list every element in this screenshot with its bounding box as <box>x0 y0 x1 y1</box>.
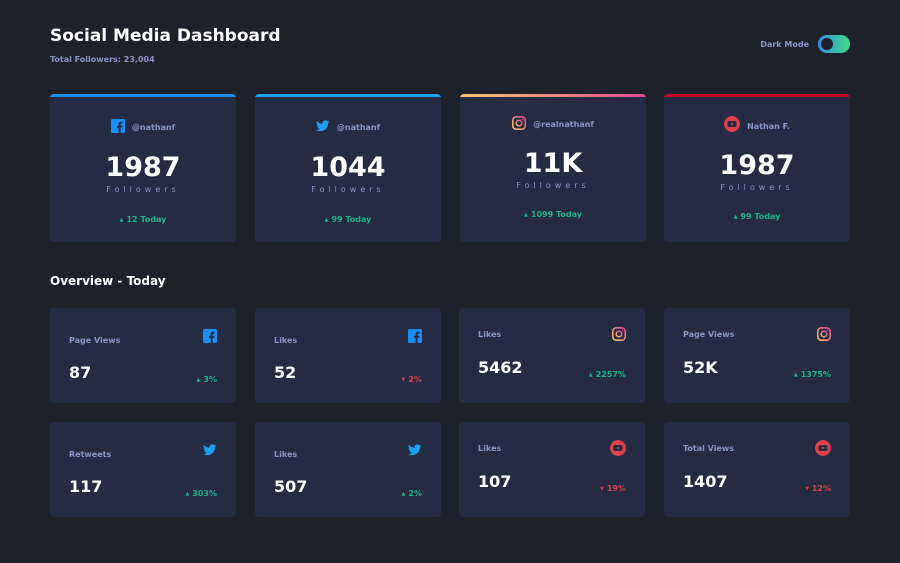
card-top-bar <box>255 94 441 97</box>
card-top-bar <box>460 94 646 97</box>
twitter-icon <box>408 442 422 461</box>
dashboard-header: Social Media Dashboard Total Followers: … <box>50 26 281 64</box>
overview-card-twitter-retweets[interactable]: Retweets 117 ▲ 303% <box>50 422 236 517</box>
metric-value: 5462 <box>478 358 523 377</box>
youtube-icon <box>724 116 741 136</box>
youtube-icon <box>815 440 831 460</box>
follower-count: 11K <box>523 148 583 179</box>
metric-value: 117 <box>69 477 103 496</box>
metric-label: Likes <box>274 450 298 459</box>
followers-label: Followers <box>311 185 385 194</box>
overview-card-instagram-page-views[interactable]: Page Views 52K ▲ 1375% <box>664 308 850 403</box>
up-arrow-icon: ▲ <box>196 376 201 383</box>
metric-change: ▲ 1375% <box>793 370 831 379</box>
instagram-icon <box>817 326 831 345</box>
card-handle: @nathanf <box>336 123 381 132</box>
today-change: 12 Today <box>126 215 167 224</box>
metric-change: ▼ 2% <box>401 375 422 384</box>
metric-change: ▲ 2257% <box>588 370 626 379</box>
today-change: 1099 Today <box>530 210 582 219</box>
up-arrow-icon: ▲ <box>793 371 798 378</box>
overview-card-facebook-likes[interactable]: Likes 52 ▼ 2% <box>255 308 441 403</box>
follower-count: 1044 <box>310 152 386 183</box>
follower-card-facebook[interactable]: @nathanf 1987 Followers ▲ 12 Today <box>50 94 236 242</box>
follower-cards: @nathanf 1987 Followers ▲ 12 Today @natha… <box>50 94 850 242</box>
followers-label: Followers <box>516 181 590 190</box>
youtube-icon <box>610 440 626 460</box>
metric-change: ▲ 303% <box>185 489 217 498</box>
metric-label: Retweets <box>69 450 112 459</box>
metric-label: Page Views <box>683 330 735 339</box>
up-arrow-icon: ▲ <box>401 490 406 497</box>
card-handle: @nathanf <box>131 123 176 132</box>
follower-count: 1987 <box>719 150 795 181</box>
up-arrow-icon: ▲ <box>524 211 528 218</box>
card-top-bar <box>664 94 850 97</box>
metric-value: 507 <box>274 477 308 496</box>
down-arrow-icon: ▼ <box>599 485 604 492</box>
metric-value: 52K <box>683 358 718 377</box>
metric-value: 1407 <box>683 472 728 491</box>
total-followers: Total Followers: 23,004 <box>50 55 155 64</box>
today-change: 99 Today <box>740 212 781 221</box>
metric-label: Likes <box>478 330 502 339</box>
down-arrow-icon: ▼ <box>401 376 406 383</box>
overview-card-instagram-likes[interactable]: Likes 5462 ▲ 2257% <box>459 308 645 403</box>
up-arrow-icon: ▲ <box>185 490 190 497</box>
metric-value: 52 <box>274 363 297 382</box>
facebook-icon <box>110 118 125 137</box>
facebook-icon <box>203 328 217 347</box>
follower-count: 1987 <box>105 152 181 183</box>
metric-label: Likes <box>478 444 502 453</box>
card-handle: @realnathanf <box>533 120 594 129</box>
metric-label: Total Views <box>683 444 735 453</box>
metric-change: ▼ 19% <box>599 484 626 493</box>
follower-card-youtube[interactable]: Nathan F. 1987 Followers ▲ 99 Today <box>664 94 850 242</box>
followers-label: Followers <box>106 185 180 194</box>
metric-label: Likes <box>274 336 298 345</box>
twitter-icon <box>203 442 217 461</box>
metric-value: 107 <box>478 472 512 491</box>
metric-change: ▲ 2% <box>401 489 422 498</box>
dark-mode-toggle[interactable] <box>818 35 850 53</box>
card-top-bar <box>50 94 236 97</box>
up-arrow-icon: ▲ <box>119 216 124 223</box>
overview-card-youtube-likes[interactable]: Likes 107 ▼ 19% <box>459 422 645 517</box>
overview-card-twitter-likes[interactable]: Likes 507 ▲ 2% <box>255 422 441 517</box>
instagram-icon <box>612 326 626 345</box>
follower-card-twitter[interactable]: @nathanf 1044 Followers ▲ 99 Today <box>255 94 441 242</box>
metric-label: Page Views <box>69 336 121 345</box>
overview-card-youtube-total-views[interactable]: Total Views 1407 ▼ 12% <box>664 422 850 517</box>
overview-card-facebook-page-views[interactable]: Page Views 87 ▲ 3% <box>50 308 236 403</box>
follower-card-instagram[interactable]: @realnathanf 11K Followers ▲ 1099 Today <box>460 94 646 242</box>
metric-change: ▲ 3% <box>196 375 217 384</box>
twitter-icon <box>315 118 330 137</box>
toggle-knob <box>821 38 833 50</box>
down-arrow-icon: ▼ <box>804 485 809 492</box>
instagram-icon <box>512 115 527 134</box>
metric-change: ▼ 12% <box>804 484 831 493</box>
today-change: 99 Today <box>331 215 372 224</box>
page-title: Social Media Dashboard <box>50 26 281 46</box>
up-arrow-icon: ▲ <box>733 213 738 220</box>
card-handle: Nathan F. <box>747 121 790 131</box>
dark-mode-control: Dark Mode <box>760 35 850 53</box>
dark-mode-label: Dark Mode <box>760 39 809 49</box>
metric-value: 87 <box>69 363 92 382</box>
up-arrow-icon: ▲ <box>324 216 329 223</box>
up-arrow-icon: ▲ <box>588 371 593 378</box>
overview-title: Overview - Today <box>50 274 166 288</box>
followers-label: Followers <box>720 183 794 192</box>
facebook-icon <box>408 328 422 347</box>
